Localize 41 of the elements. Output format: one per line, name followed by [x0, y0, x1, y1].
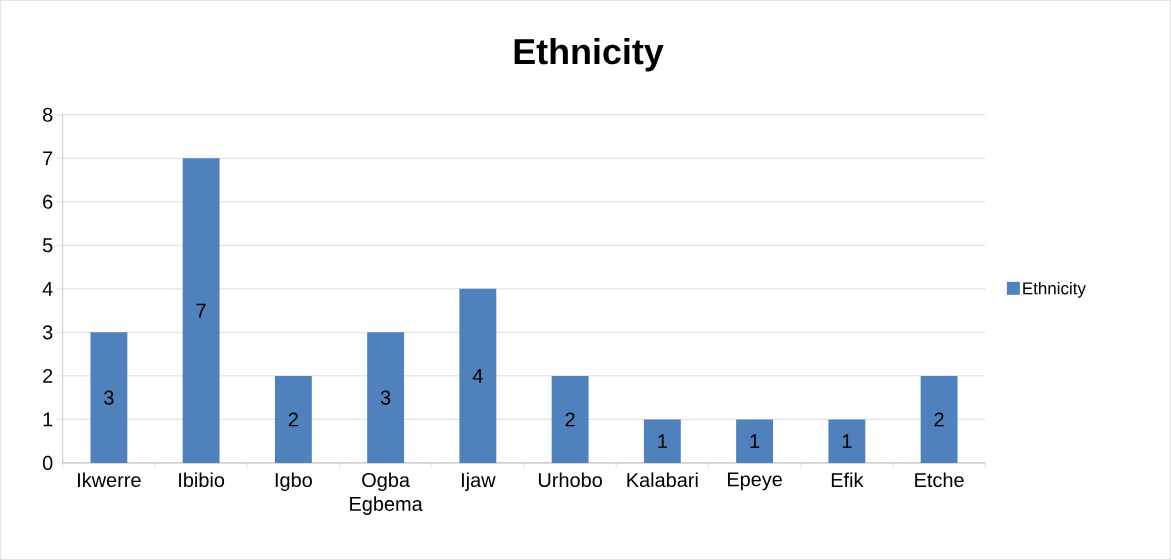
- bar: [459, 288, 497, 464]
- legend-label: Ethnicity: [1023, 282, 1086, 298]
- data-label: 7: [196, 303, 206, 318]
- x-tick-label: Urhobo: [538, 472, 602, 488]
- y-tick-label: 0: [42, 456, 53, 471]
- data-label: 1: [658, 434, 667, 449]
- x-tick-label: Ikwerre: [78, 472, 141, 488]
- bar: [920, 376, 958, 464]
- x-tick-label: Ogba Egbema: [350, 472, 423, 516]
- y-tick-label: 3: [42, 325, 53, 340]
- bar: [736, 419, 774, 464]
- y-tick-label: 5: [42, 238, 53, 253]
- data-label: 2: [288, 412, 298, 427]
- y-tick-label: 1: [43, 412, 53, 427]
- data-label: 3: [380, 390, 391, 405]
- x-tick-label: Ijaw: [461, 472, 496, 492]
- x-tick-label: Efik: [831, 472, 864, 488]
- data-label: 2: [934, 412, 944, 427]
- bar: [367, 332, 405, 464]
- y-tick-label: 8: [43, 107, 53, 122]
- data-label: 4: [472, 369, 483, 383]
- x-tick-label: Epeye: [727, 472, 782, 491]
- y-tick-label: 6: [43, 194, 53, 209]
- x-tick-label: Igbo: [275, 472, 312, 492]
- bar: [182, 158, 220, 464]
- y-tick-label: 4: [42, 282, 53, 296]
- data-label: 1: [842, 434, 852, 449]
- chart-title: Ethnicity: [514, 38, 664, 72]
- data-label: 2: [565, 412, 575, 427]
- data-label: 1: [750, 434, 760, 449]
- bar: [643, 419, 681, 464]
- x-tick-label: Ibibio: [179, 472, 225, 488]
- x-tick-label: Kalabari: [627, 472, 698, 488]
- bar: [274, 376, 312, 464]
- y-tick-label: 2: [43, 369, 53, 383]
- x-tick-label: Etche: [915, 472, 964, 488]
- y-tick-label: 7: [43, 151, 53, 166]
- bar: [551, 376, 589, 464]
- bar: [90, 332, 128, 464]
- data-label: 3: [104, 390, 114, 405]
- bar: [828, 419, 866, 464]
